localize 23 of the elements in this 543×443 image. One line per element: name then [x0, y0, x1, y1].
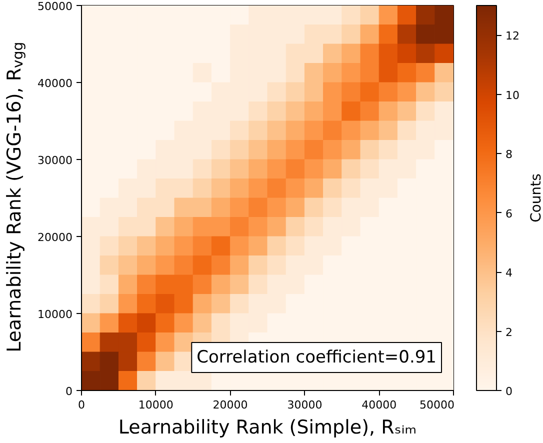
annotation: Correlation coefficient=0.91: [196, 348, 437, 368]
x-tick-label: 20000: [212, 398, 248, 412]
color-bar-label: 8: [506, 148, 512, 162]
color-bar-label: 6: [506, 207, 512, 220]
x-axis-title: Learnability Rank (Simple), Rₛᵢₘ: [118, 416, 417, 438]
y-tick-label: 40000: [38, 77, 73, 90]
y-tick-label: 30000: [38, 154, 73, 167]
y-tick-label: 20000: [38, 231, 73, 244]
x-tick-label: 40000: [362, 398, 397, 412]
color-bar-label: 10: [506, 88, 520, 102]
color-bar-label: 0: [506, 385, 512, 398]
y-tick-label: 0: [66, 385, 72, 398]
x-tick-label: 50000: [420, 398, 455, 412]
y-axis-title: Learnability Rank (VGG-16), Rvgg: [4, 42, 27, 352]
x-tick-label: 0: [78, 398, 85, 412]
y-tick-label: 10000: [38, 308, 73, 321]
y-tick-label: 50000: [38, 0, 73, 13]
color-bar-title: Counts: [528, 174, 543, 222]
x-tick-label: 30000: [287, 398, 322, 412]
x-tick-label: 10000: [138, 398, 174, 412]
color-bar-label: 12: [506, 30, 520, 43]
color-bar-label: 4: [506, 266, 512, 280]
color-bar-label: 2: [506, 326, 512, 339]
